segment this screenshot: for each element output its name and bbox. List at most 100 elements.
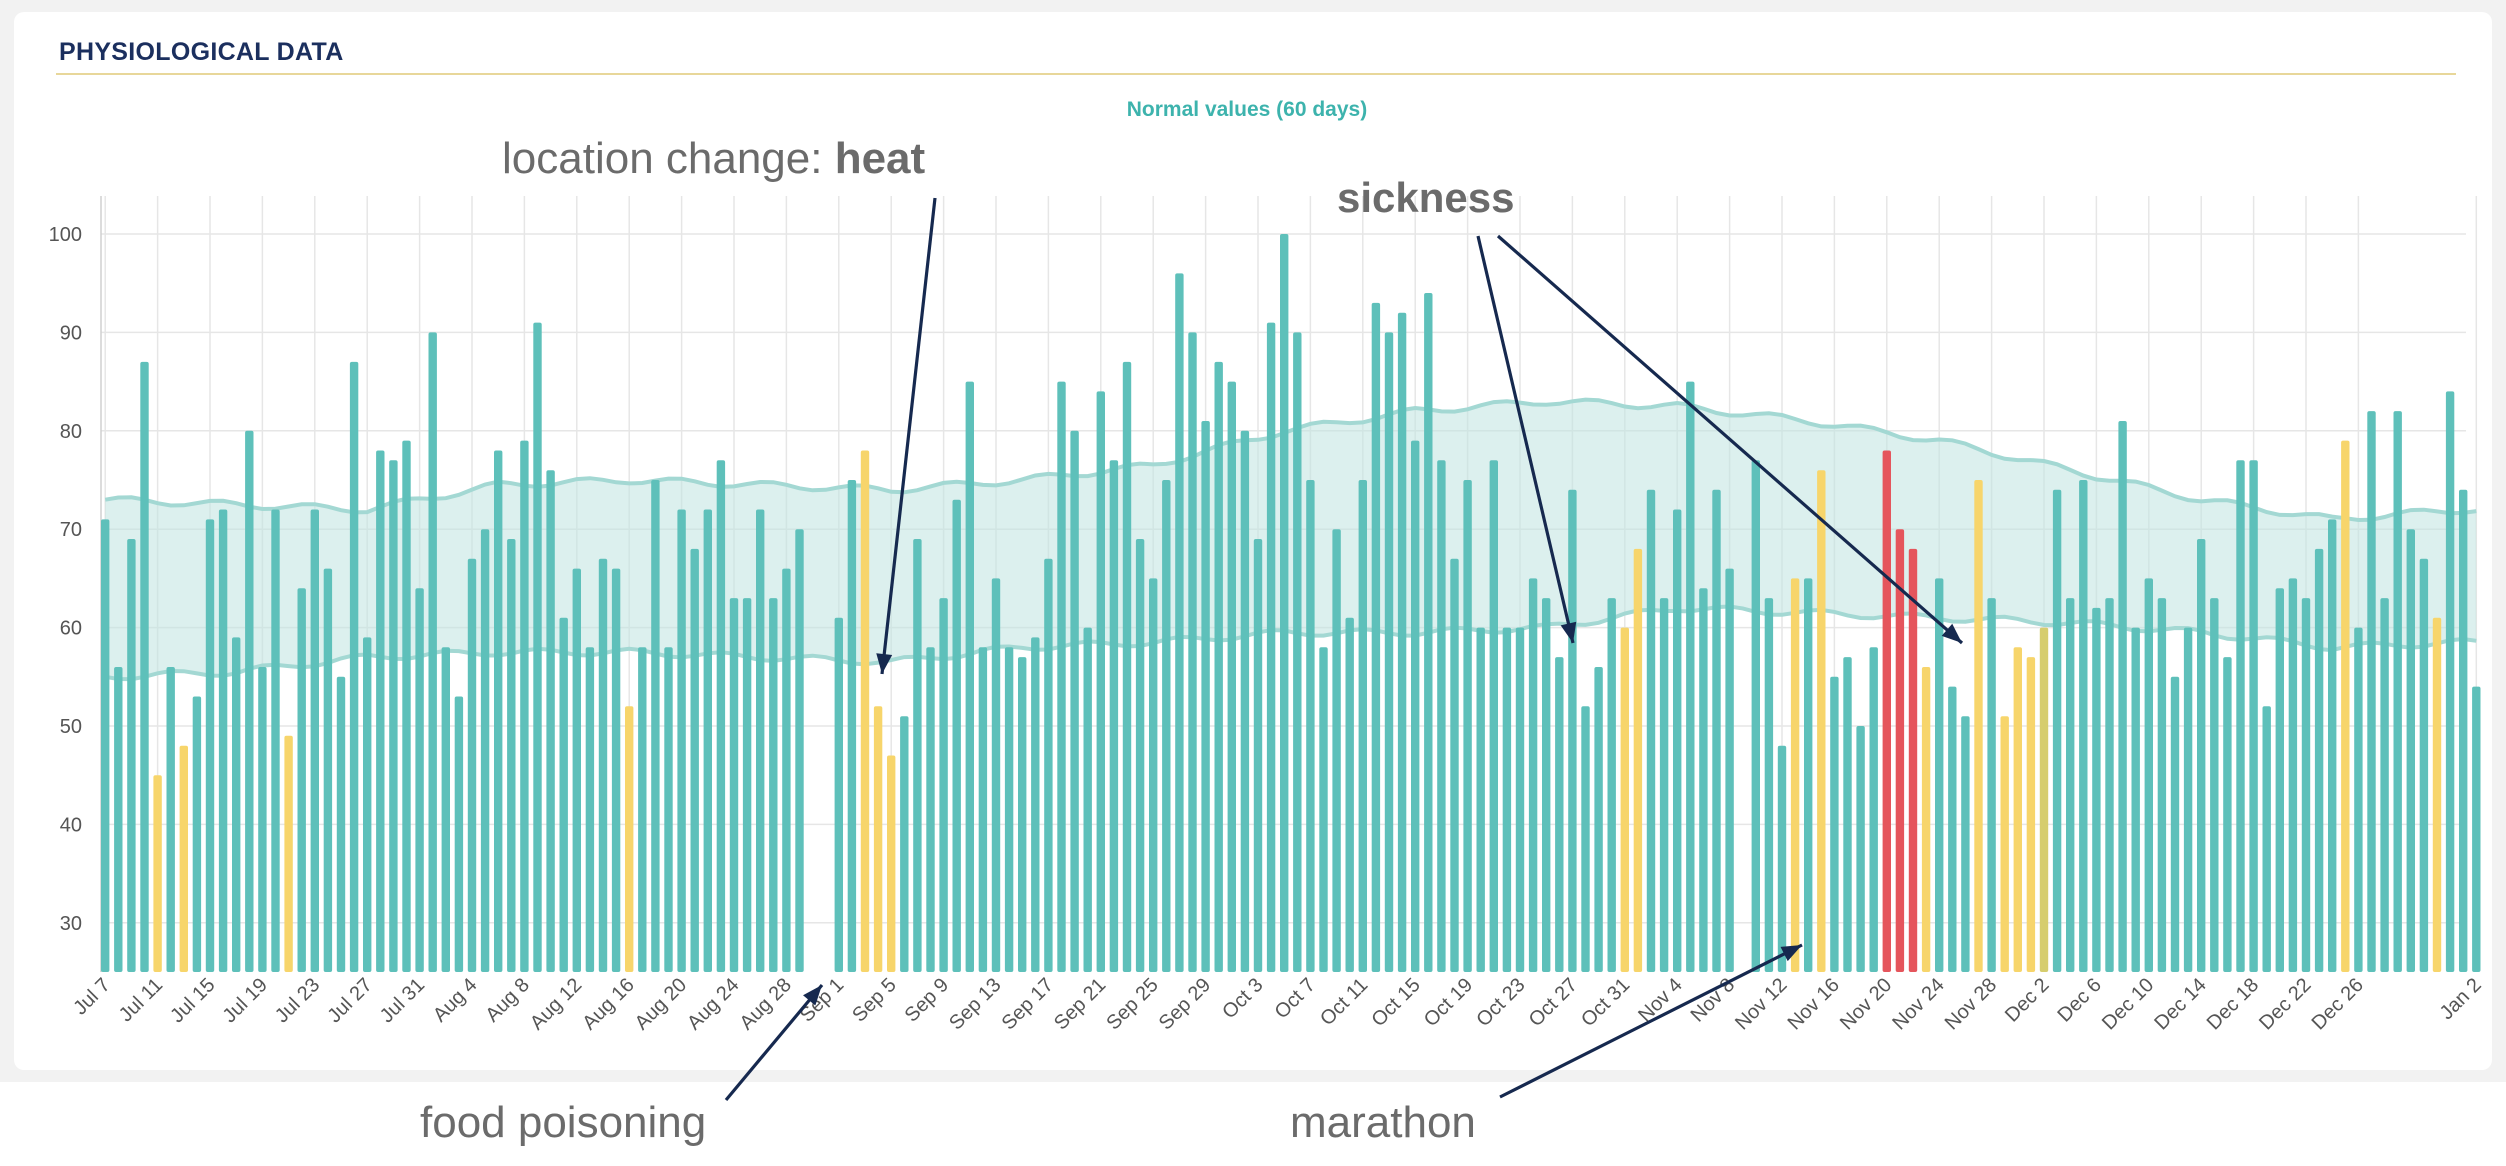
bar[interactable] xyxy=(1057,381,1066,973)
bar[interactable] xyxy=(860,450,870,973)
bar[interactable] xyxy=(1149,578,1158,972)
bar[interactable] xyxy=(1502,627,1512,972)
bar[interactable] xyxy=(284,735,293,972)
bar[interactable] xyxy=(1018,657,1027,972)
bar[interactable] xyxy=(179,745,188,972)
bar[interactable] xyxy=(2183,627,2193,972)
bar[interactable] xyxy=(218,509,228,973)
bar[interactable] xyxy=(1175,273,1184,972)
bar[interactable] xyxy=(1096,391,1105,972)
bar[interactable] xyxy=(2157,598,2167,972)
bar[interactable] xyxy=(1240,430,1250,972)
bar[interactable] xyxy=(1699,588,1708,972)
bar[interactable] xyxy=(2301,598,2311,972)
bar[interactable] xyxy=(153,775,162,972)
bar[interactable] xyxy=(1882,450,1891,973)
bar[interactable] xyxy=(638,647,647,972)
bar[interactable] xyxy=(1948,686,1957,972)
bar[interactable] xyxy=(258,667,267,972)
bar[interactable] xyxy=(1450,558,1459,972)
bar[interactable] xyxy=(2406,529,2415,972)
bar[interactable] xyxy=(205,519,215,972)
bar[interactable] xyxy=(2288,578,2298,972)
bar[interactable] xyxy=(769,598,778,972)
bar[interactable] xyxy=(2000,716,2009,972)
bar[interactable] xyxy=(1162,480,1171,972)
bar[interactable] xyxy=(1646,489,1656,972)
bar[interactable] xyxy=(297,588,306,972)
bar[interactable] xyxy=(2249,460,2258,972)
bar[interactable] xyxy=(1555,657,1564,972)
bar[interactable] xyxy=(952,499,961,972)
bar[interactable] xyxy=(1987,598,1996,972)
bar[interactable] xyxy=(690,548,699,972)
bar[interactable] xyxy=(1528,578,1538,972)
bar[interactable] xyxy=(1319,647,1328,972)
bar[interactable] xyxy=(703,509,712,973)
bar[interactable] xyxy=(101,519,110,972)
bar[interactable] xyxy=(1227,381,1236,973)
bar[interactable] xyxy=(441,647,450,972)
bar[interactable] xyxy=(1201,421,1210,972)
bar[interactable] xyxy=(2223,657,2232,972)
bar[interactable] xyxy=(2472,686,2481,972)
bar[interactable] xyxy=(2039,627,2049,972)
bar[interactable] xyxy=(2013,647,2022,972)
bar[interactable] xyxy=(716,460,726,972)
bar[interactable] xyxy=(1083,627,1092,972)
bar[interactable] xyxy=(1568,489,1577,972)
bar[interactable] xyxy=(664,647,673,972)
bar[interactable] xyxy=(1070,430,1079,972)
bar[interactable] xyxy=(1437,460,1446,972)
bar[interactable] xyxy=(926,647,935,972)
bar[interactable] xyxy=(1214,361,1223,972)
bar[interactable] xyxy=(1830,676,1839,972)
bar[interactable] xyxy=(1725,568,1734,972)
bar[interactable] xyxy=(2445,391,2455,972)
bar[interactable] xyxy=(114,667,123,972)
bar[interactable] xyxy=(454,696,464,973)
bar[interactable] xyxy=(742,598,752,972)
bar[interactable] xyxy=(1476,627,1485,972)
bar[interactable] xyxy=(2210,598,2219,972)
bar[interactable] xyxy=(677,509,686,973)
bar[interactable] xyxy=(2341,440,2350,973)
bar[interactable] xyxy=(1253,539,1263,972)
bar[interactable] xyxy=(2105,598,2114,972)
bar[interactable] xyxy=(2419,558,2429,972)
bar[interactable] xyxy=(1463,480,1472,972)
bar[interactable] xyxy=(2079,480,2088,972)
bar[interactable] xyxy=(1044,558,1053,972)
bar[interactable] xyxy=(2367,411,2376,973)
bar[interactable] xyxy=(2144,578,2153,972)
bar[interactable] xyxy=(1856,726,1865,972)
bar[interactable] xyxy=(611,568,621,972)
bar[interactable] xyxy=(625,706,634,972)
bar[interactable] xyxy=(1869,647,1878,972)
bar[interactable] xyxy=(1031,637,1040,972)
bar[interactable] xyxy=(494,450,503,973)
bar[interactable] xyxy=(1908,548,1918,972)
bar[interactable] xyxy=(2432,617,2442,972)
bar[interactable] xyxy=(2459,489,2468,972)
bar[interactable] xyxy=(1280,234,1289,972)
bar[interactable] xyxy=(533,322,542,973)
bar[interactable] xyxy=(1424,293,1433,972)
bar[interactable] xyxy=(1804,578,1813,972)
bar[interactable] xyxy=(1633,548,1643,972)
bar[interactable] xyxy=(507,539,516,972)
bar[interactable] xyxy=(900,716,909,972)
bar[interactable] xyxy=(1411,440,1420,973)
bar[interactable] xyxy=(1397,312,1407,972)
bar[interactable] xyxy=(520,440,529,973)
bar[interactable] xyxy=(834,617,843,972)
bar[interactable] xyxy=(376,450,385,973)
bar[interactable] xyxy=(1620,627,1629,972)
bar[interactable] xyxy=(2118,421,2127,972)
bar[interactable] xyxy=(572,568,581,972)
bar[interactable] xyxy=(1188,332,1197,972)
bar[interactable] xyxy=(1306,480,1315,972)
bar[interactable] xyxy=(415,588,424,972)
bar[interactable] xyxy=(795,529,804,972)
bar[interactable] xyxy=(559,617,568,972)
